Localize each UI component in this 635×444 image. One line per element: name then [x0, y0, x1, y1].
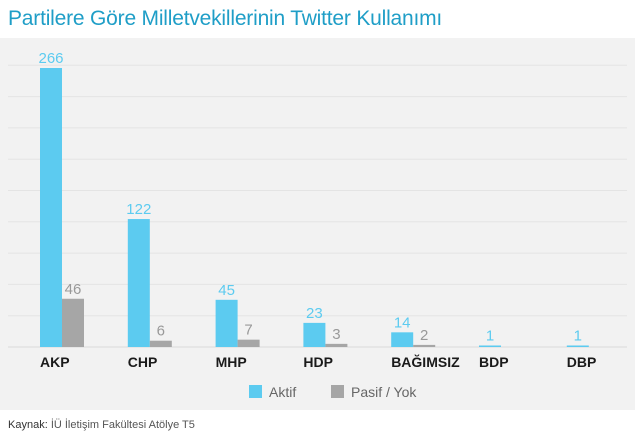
source-text: İÜ İletişim Fakültesi Atölye T5 — [50, 419, 195, 431]
bar-aktif-akp — [40, 68, 62, 347]
bar-aktif-dbp — [566, 345, 589, 347]
bar-pasif-yok-akp — [62, 298, 84, 347]
value-label-pasif-yok-akp: 46 — [65, 281, 82, 298]
value-label-aktif-mhp: 45 — [218, 282, 235, 299]
chart-header: Partilere Göre Milletvekillerinin Twitte… — [0, 0, 635, 38]
source-label: Kaynak: — [8, 419, 48, 431]
chart-title: Partilere Göre Milletvekillerinin Twitte… — [8, 7, 443, 30]
bar-pasif-yok-chp — [149, 340, 172, 347]
bar-aktif-bdp — [479, 345, 501, 347]
legend-label-aktif: Aktif — [269, 384, 296, 400]
bar-aktif-chp — [127, 219, 150, 347]
tick-label-dbp: DBP — [567, 354, 597, 370]
bar-pasif-yok-hdp — [325, 343, 348, 347]
tick-label-chp: CHP — [128, 354, 158, 370]
value-label-aktif-hdp: 23 — [306, 305, 323, 322]
plot-background — [0, 38, 635, 410]
bar-aktif-bagimsiz — [391, 332, 414, 347]
bar-pasif-yok-mhp — [237, 339, 260, 347]
tick-label-hdp: HDP — [303, 354, 333, 370]
value-label-pasif-yok-hdp: 3 — [332, 326, 340, 343]
tick-label-bdp: BDP — [479, 354, 509, 370]
tick-label-akp: AKP — [40, 354, 70, 370]
legend: Aktif Pasif / Yok — [249, 384, 417, 400]
legend-label-pasif-yok: Pasif / Yok — [351, 384, 417, 400]
value-label-pasif-yok-mhp: 7 — [244, 322, 252, 339]
legend-swatch-aktif — [249, 385, 262, 398]
value-labels: 266 46 122 6 45 7 23 3 14 2 1 1 — [38, 50, 581, 345]
value-label-aktif-bagimsiz: 14 — [394, 314, 411, 331]
bar-pasif-yok-bagimsiz — [413, 344, 436, 347]
tick-label-mhp: MHP — [216, 354, 247, 370]
legend-swatch-pasif-yok — [331, 385, 344, 398]
bars — [40, 68, 589, 347]
gridlines — [8, 64, 627, 348]
value-label-pasif-yok-bagimsiz: 2 — [420, 327, 428, 344]
value-label-aktif-dbp: 1 — [574, 328, 582, 345]
bar-aktif-hdp — [303, 322, 326, 347]
source-note: Kaynak: İÜ İletişim Fakültesi Atölye T5 — [8, 419, 195, 431]
value-label-pasif-yok-chp: 6 — [157, 323, 165, 340]
x-axis-tick-labels: AKP CHP MHP HDP BAĞIMSIZ BDP DBP — [40, 353, 596, 370]
bar-aktif-mhp — [215, 299, 238, 347]
value-label-aktif-akp: 266 — [38, 50, 63, 67]
value-label-aktif-bdp: 1 — [486, 328, 494, 345]
tick-label-bagimsiz: BAĞIMSIZ — [391, 353, 460, 370]
value-label-aktif-chp: 122 — [126, 201, 151, 218]
